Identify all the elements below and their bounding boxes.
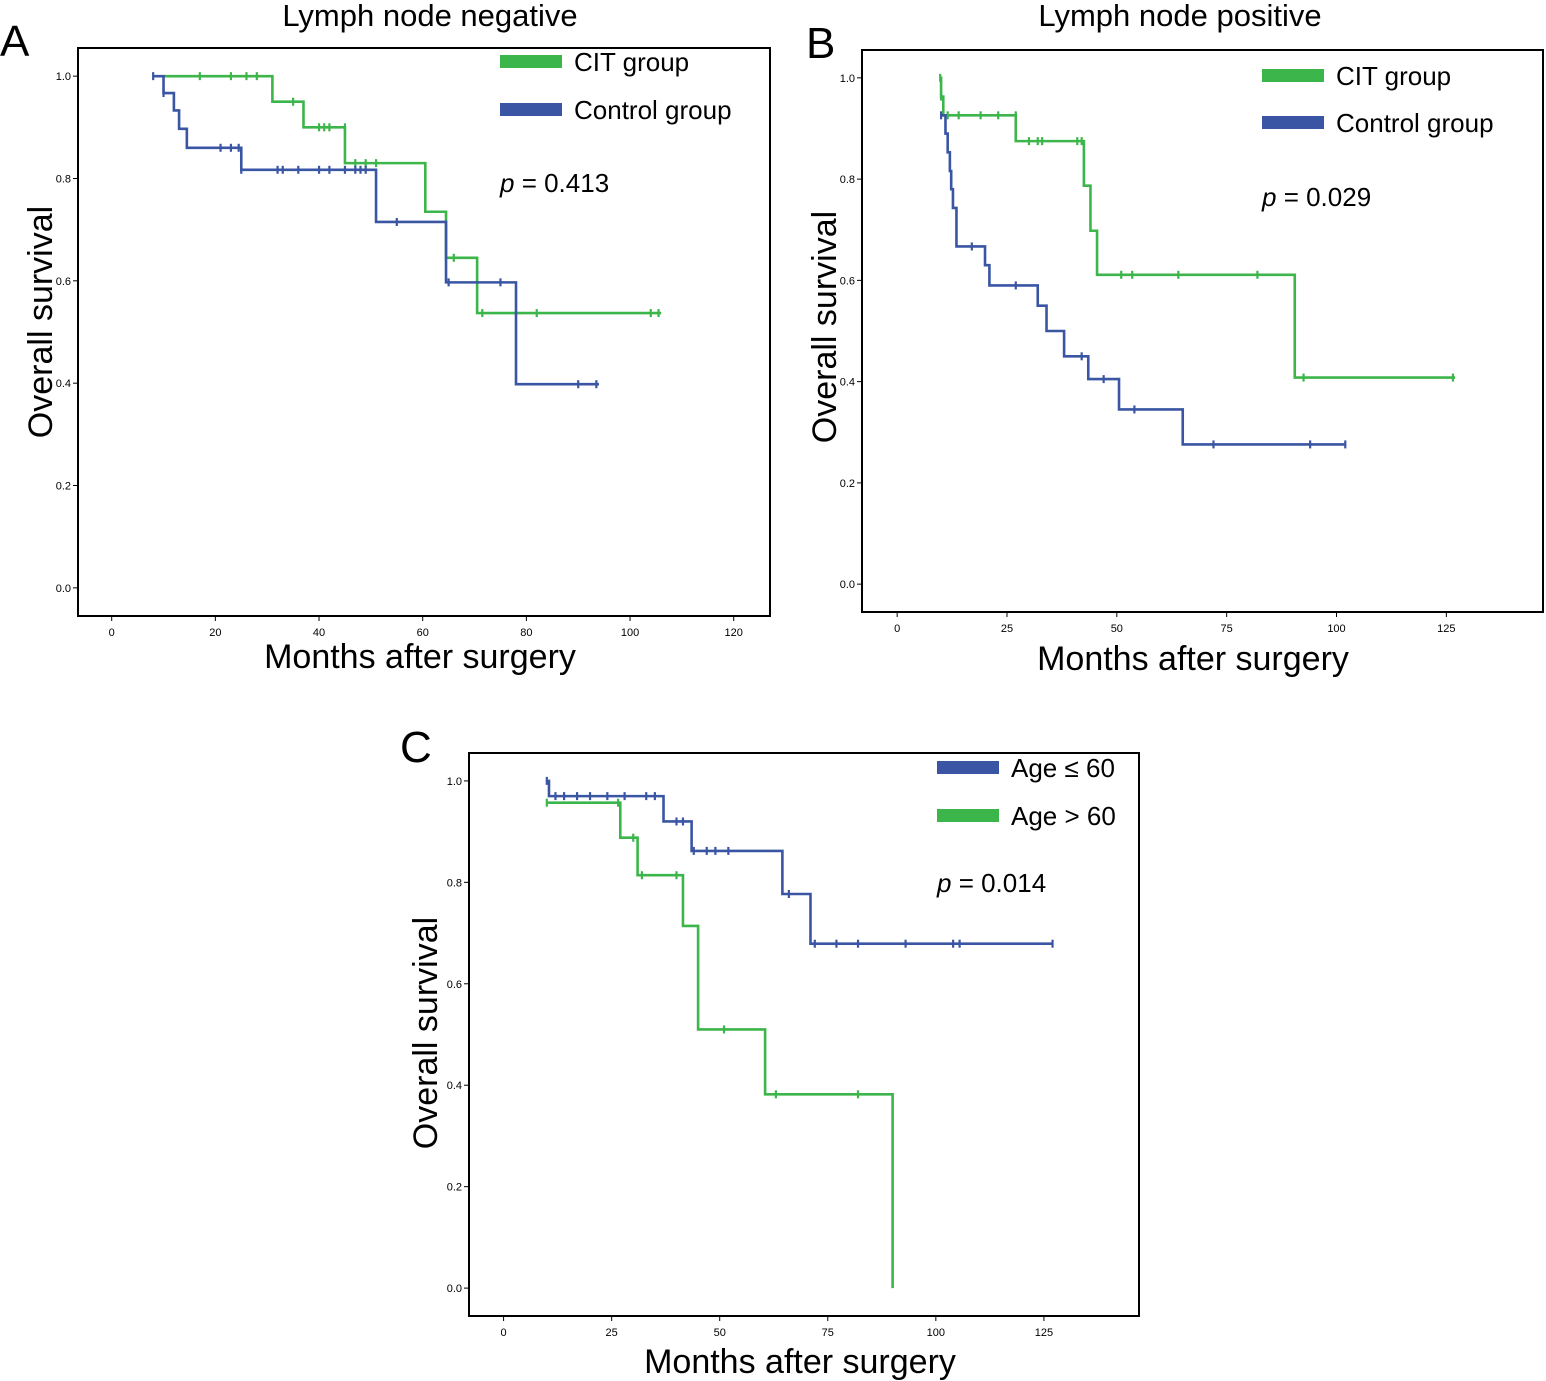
legend-label: Age > 60 — [1011, 801, 1116, 831]
km-panel-c: C 0 25 50 75 100 125 0.0 0.2 0.4 0.6 0.8 1.0 Months a… — [400, 723, 1140, 1381]
p-value-text: = 0.029 — [1276, 182, 1371, 212]
legend-label: Control group — [574, 95, 732, 125]
legend-swatch — [1262, 69, 1324, 82]
x-tick-label: 50 — [1111, 623, 1123, 635]
x-tick-label: 75 — [1221, 623, 1233, 635]
plot-frame — [77, 47, 771, 617]
y-tick-label: 1.0 — [56, 71, 71, 83]
series-0 — [163, 72, 662, 318]
km-panel-b: B Lymph node positive 0 25 50 75 100 125 0.0 0.2 0… — [806, 0, 1544, 678]
panel-letter: C — [400, 723, 432, 772]
survival-curve — [163, 74, 662, 315]
plot-frame — [861, 49, 1544, 613]
x-tick-label: 125 — [1035, 1327, 1053, 1339]
x-tick-label: 120 — [725, 627, 743, 639]
x-tick-label: 25 — [1001, 623, 1013, 635]
series-0 — [545, 776, 1054, 948]
y-tick-label: 0.8 — [447, 877, 462, 889]
p-symbol: p — [1261, 182, 1276, 212]
p-value: p = 0.413 — [499, 168, 609, 198]
legend-label: Age ≤ 60 — [1011, 753, 1115, 783]
y-axis-label: Overall survival — [22, 206, 60, 438]
panel-title: Lymph node negative — [282, 0, 577, 33]
p-value-text: = 0.413 — [514, 168, 609, 198]
plot-frame — [468, 752, 1140, 1317]
legend-swatch — [1262, 116, 1324, 129]
x-tick-label: 0 — [109, 627, 115, 639]
x-tick-label: 80 — [520, 627, 532, 639]
series-1 — [545, 798, 894, 1289]
x-tick-label: 60 — [417, 627, 429, 639]
y-tick-label: 0.6 — [840, 275, 855, 287]
panel-letter: B — [806, 19, 835, 68]
legend-swatch — [937, 809, 999, 822]
legend-swatch — [500, 103, 562, 116]
x-tick-label: 50 — [714, 1327, 726, 1339]
legend-label: CIT group — [574, 47, 689, 77]
x-tick-label: 125 — [1437, 623, 1455, 635]
y-tick-label: 0.4 — [447, 1080, 462, 1092]
survival-curve — [546, 801, 894, 1289]
y-tick-label: 0.4 — [56, 378, 71, 390]
y-tick-label: 0.8 — [840, 174, 855, 186]
y-tick-label: 0.4 — [840, 377, 855, 389]
survival-curve — [546, 779, 1053, 946]
y-tick-label: 0.8 — [56, 173, 71, 185]
x-axis-label: Months after surgery — [644, 1343, 956, 1381]
panel-letter: A — [0, 17, 30, 66]
km-panel-a: A Lymph node negative 0 20 40 60 80 100 120 0.0 0.… — [0, 0, 771, 676]
y-axis-label: Overall survival — [407, 917, 445, 1149]
x-tick-label: 100 — [621, 627, 639, 639]
p-value-text: = 0.014 — [951, 868, 1046, 898]
panel-title: Lymph node positive — [1038, 0, 1321, 33]
x-tick-label: 75 — [822, 1327, 834, 1339]
x-tick-label: 0 — [894, 623, 900, 635]
y-tick-label: 0.2 — [840, 478, 855, 490]
y-tick-label: 0.0 — [840, 579, 855, 591]
y-tick-label: 0.2 — [447, 1182, 462, 1194]
y-tick-label: 0.2 — [56, 481, 71, 493]
y-tick-label: 0.0 — [447, 1283, 462, 1295]
y-tick-label: 1.0 — [447, 776, 462, 788]
x-tick-label: 25 — [606, 1327, 618, 1339]
y-tick-label: 0.6 — [447, 979, 462, 991]
x-tick-label: 100 — [1327, 623, 1345, 635]
y-tick-label: 0.0 — [56, 583, 71, 595]
legend-label: CIT group — [1336, 61, 1451, 91]
x-tick-label: 100 — [927, 1327, 945, 1339]
y-tick-label: 1.0 — [840, 73, 855, 85]
series-0 — [939, 73, 1456, 382]
legend-label: Control group — [1336, 108, 1494, 138]
x-tick-label: 40 — [313, 627, 325, 639]
p-value: p = 0.014 — [936, 868, 1046, 898]
x-axis-label: Months after surgery — [264, 638, 576, 676]
legend-swatch — [937, 761, 999, 774]
x-axis-label: Months after surgery — [1037, 640, 1349, 678]
y-tick-label: 0.6 — [56, 276, 71, 288]
legend-swatch — [500, 55, 562, 68]
p-symbol: p — [499, 168, 514, 198]
x-tick-label: 20 — [209, 627, 221, 639]
x-tick-label: 0 — [501, 1327, 507, 1339]
survival-curve — [153, 74, 599, 386]
survival-curve — [941, 114, 1346, 446]
series-1 — [939, 111, 1347, 449]
p-symbol: p — [936, 868, 951, 898]
y-axis-label: Overall survival — [806, 211, 844, 443]
series-1 — [152, 72, 599, 389]
p-value: p = 0.029 — [1261, 182, 1371, 212]
